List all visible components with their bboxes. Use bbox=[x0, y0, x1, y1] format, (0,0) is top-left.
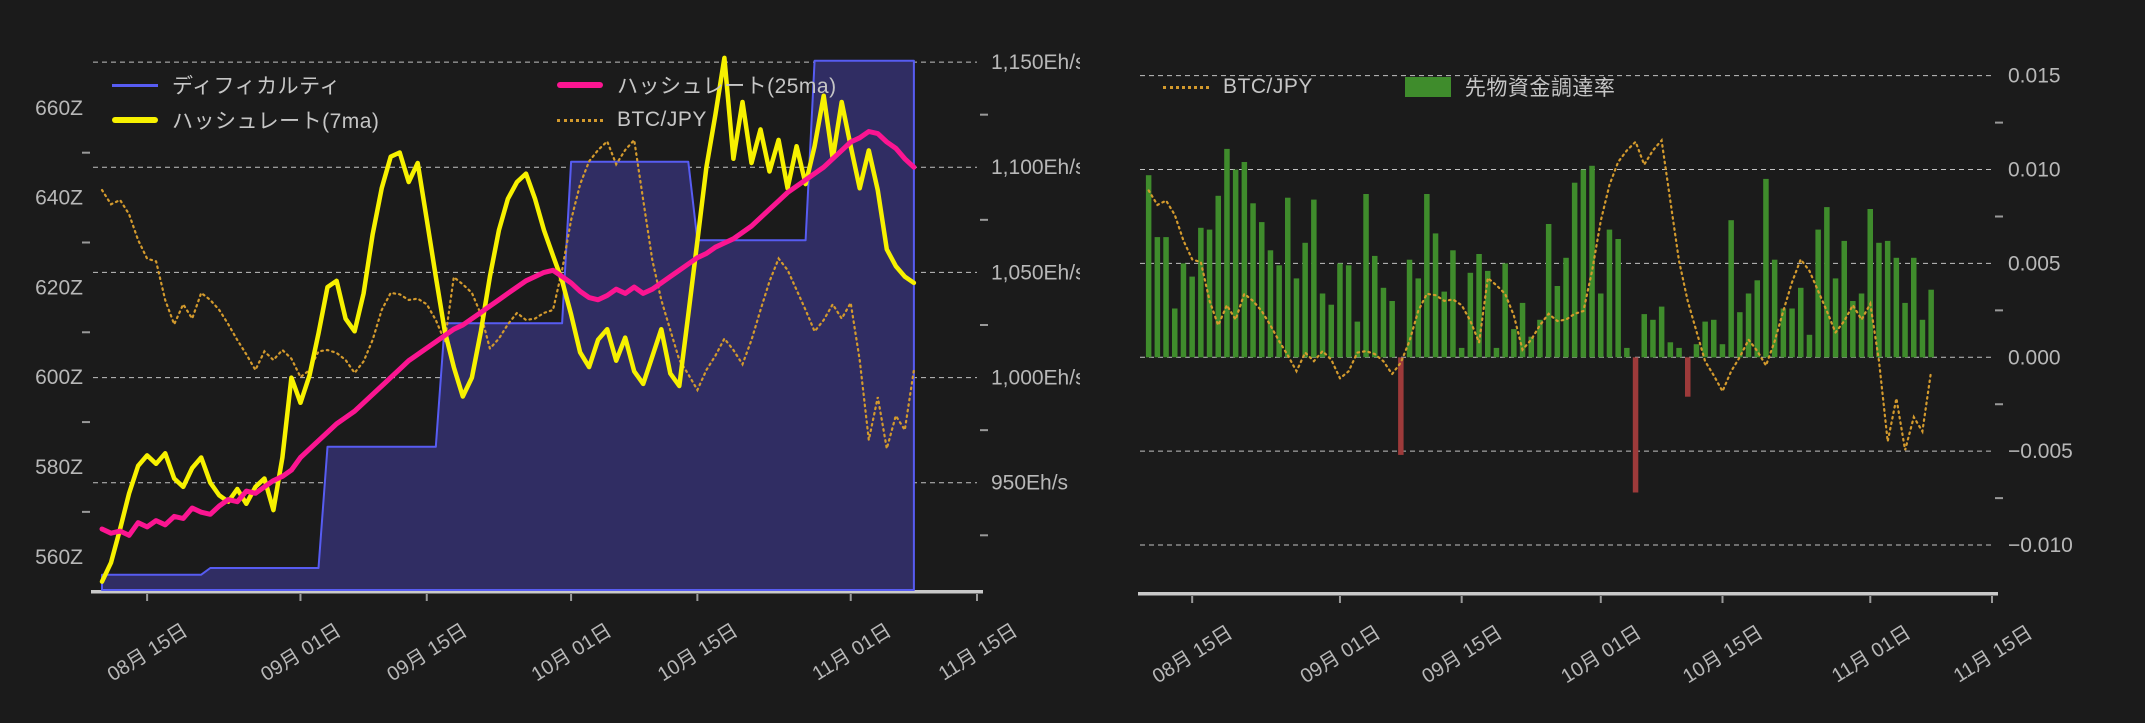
svg-text:1,050Eh/s: 1,050Eh/s bbox=[991, 261, 1080, 284]
svg-text:660Z: 660Z bbox=[35, 97, 83, 120]
legend-label: 先物資金調達率 bbox=[1464, 77, 1616, 100]
svg-text:0.000: 0.000 bbox=[2008, 346, 2061, 369]
btcjpy-dotted-swatch bbox=[557, 118, 603, 122]
funding-rate-plot[interactable]: 08月 15日 09月 01日 09月 15日 10月 01日 10月 15日 11月 0… bbox=[1080, 0, 2145, 723]
svg-text:09月 15日: 09月 15日 bbox=[383, 620, 471, 686]
svg-text:0.010: 0.010 bbox=[2008, 159, 2061, 182]
legend-item-difficulty[interactable]: ディフィカルティ bbox=[112, 72, 557, 98]
difficulty-line-swatch bbox=[112, 83, 158, 87]
svg-text:0.005: 0.005 bbox=[2008, 252, 2061, 275]
legend-label: ディフィカルティ bbox=[172, 75, 341, 98]
svg-text:09月 01日: 09月 01日 bbox=[257, 620, 345, 686]
svg-text:11月 15日: 11月 15日 bbox=[1950, 622, 2037, 688]
legend-label: ハッシュレート(7ma) bbox=[172, 110, 380, 133]
funding-rate-rect-swatch bbox=[1404, 77, 1451, 97]
svg-text:600Z: 600Z bbox=[35, 366, 83, 389]
legend-label: BTC/JPY bbox=[617, 108, 707, 131]
svg-text:10月 15日: 10月 15日 bbox=[1679, 622, 1767, 688]
svg-text:580Z: 580Z bbox=[35, 456, 83, 479]
svg-text:08月 15日: 08月 15日 bbox=[1149, 622, 1237, 688]
legend-label: ハッシュレート(25ma) bbox=[617, 75, 837, 98]
svg-text:11月 01日: 11月 01日 bbox=[809, 620, 896, 686]
hashrate-7ma-line-swatch bbox=[112, 117, 158, 123]
svg-text:1,100Eh/s: 1,100Eh/s bbox=[991, 156, 1080, 179]
left-chart-legend: ディフィカルティ ハッシュレート(25ma) ハッシュレート(7ma) BTC/… bbox=[112, 72, 972, 133]
svg-text:−0.010: −0.010 bbox=[2008, 534, 2073, 557]
svg-text:620Z: 620Z bbox=[35, 276, 83, 299]
hashrate-difficulty-plot[interactable]: 08月 15日 09月 01日 09月 15日 10月 01日 10月 15日 11月 0… bbox=[0, 0, 1080, 723]
svg-text:08月 15日: 08月 15日 bbox=[104, 620, 192, 686]
funding-rate-chart: BTC/JPY 先物資金調達率 08月 15日 09月 01日 09月 15日 10月… bbox=[1080, 0, 2145, 723]
legend-item-btcjpy[interactable]: BTC/JPY bbox=[557, 107, 972, 133]
svg-text:−0.005: −0.005 bbox=[2008, 440, 2073, 463]
btcjpy-dotted-swatch bbox=[1163, 85, 1209, 89]
svg-text:11月 01日: 11月 01日 bbox=[1828, 622, 1915, 688]
svg-text:11月 15日: 11月 15日 bbox=[935, 620, 1022, 686]
svg-text:0.015: 0.015 bbox=[2008, 65, 2061, 88]
svg-text:10月 01日: 10月 01日 bbox=[1557, 622, 1645, 688]
svg-text:09月 15日: 09月 15日 bbox=[1418, 622, 1506, 688]
svg-text:10月 15日: 10月 15日 bbox=[654, 620, 742, 686]
hashrate-25ma-line-swatch bbox=[557, 82, 603, 88]
legend-item-btcjpy[interactable]: BTC/JPY bbox=[1163, 74, 1313, 100]
legend-label: BTC/JPY bbox=[1223, 75, 1313, 98]
legend-item-hashrate-25ma[interactable]: ハッシュレート(25ma) bbox=[557, 72, 972, 98]
svg-text:560Z: 560Z bbox=[35, 546, 83, 569]
legend-item-funding-rate[interactable]: 先物資金調達率 bbox=[1404, 74, 1616, 100]
svg-text:640Z: 640Z bbox=[35, 187, 83, 210]
hashrate-difficulty-chart: ディフィカルティ ハッシュレート(25ma) ハッシュレート(7ma) BTC/… bbox=[0, 0, 1080, 723]
svg-text:10月 01日: 10月 01日 bbox=[528, 620, 616, 686]
svg-text:09月 01日: 09月 01日 bbox=[1297, 622, 1385, 688]
svg-text:1,150Eh/s: 1,150Eh/s bbox=[991, 51, 1080, 74]
svg-text:950Eh/s: 950Eh/s bbox=[991, 472, 1068, 495]
svg-text:1,000Eh/s: 1,000Eh/s bbox=[991, 367, 1080, 390]
right-chart-legend: BTC/JPY 先物資金調達率 bbox=[1163, 74, 1615, 100]
legend-item-hashrate-7ma[interactable]: ハッシュレート(7ma) bbox=[112, 107, 557, 133]
